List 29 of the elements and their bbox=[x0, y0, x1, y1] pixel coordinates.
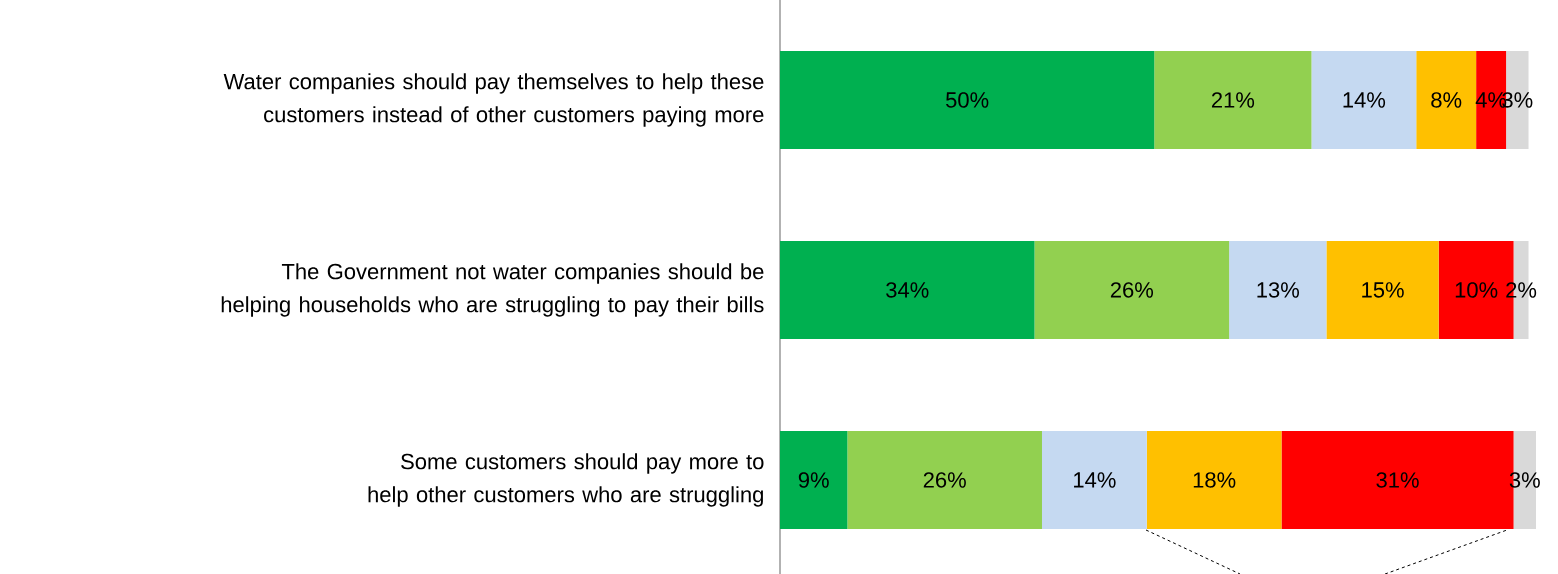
data-label: 31% bbox=[1376, 472, 1419, 488]
bar bbox=[847, 430, 1042, 529]
bar bbox=[780, 50, 1155, 149]
y-tick-label: Some customers should pay more to help other customers who are struggling bbox=[368, 453, 764, 507]
y-tick-label: Water companies should pay themselves to help these customers instead of other customers paying more bbox=[223, 73, 764, 127]
data-label: 14% bbox=[1074, 472, 1116, 488]
data-label: 18% bbox=[1193, 472, 1236, 488]
data-label: 26% bbox=[923, 472, 966, 488]
data-label: 14% bbox=[1343, 92, 1386, 108]
y-tick-label: The Government not water companies should be helping households who are struggling to pay their bills bbox=[221, 263, 764, 317]
data-label: 8% bbox=[1431, 92, 1462, 108]
bar bbox=[1146, 430, 1282, 529]
bar bbox=[1034, 240, 1230, 339]
bar bbox=[780, 240, 1035, 339]
bar bbox=[1311, 50, 1417, 149]
bar bbox=[1326, 240, 1439, 339]
bar bbox=[780, 430, 848, 529]
data-label: 10% bbox=[1455, 282, 1498, 298]
data-label: 34% bbox=[886, 282, 929, 298]
data-label: 9% bbox=[798, 472, 829, 488]
data-label: 21% bbox=[1211, 92, 1255, 108]
data-label: 15% bbox=[1362, 282, 1404, 298]
data-label: 13% bbox=[1257, 282, 1300, 298]
data-label: 50% bbox=[946, 92, 989, 108]
bar bbox=[1154, 50, 1312, 149]
bar bbox=[1416, 50, 1477, 149]
bar bbox=[1041, 430, 1147, 529]
data-label: 26% bbox=[1110, 282, 1154, 298]
bar bbox=[1229, 240, 1327, 339]
